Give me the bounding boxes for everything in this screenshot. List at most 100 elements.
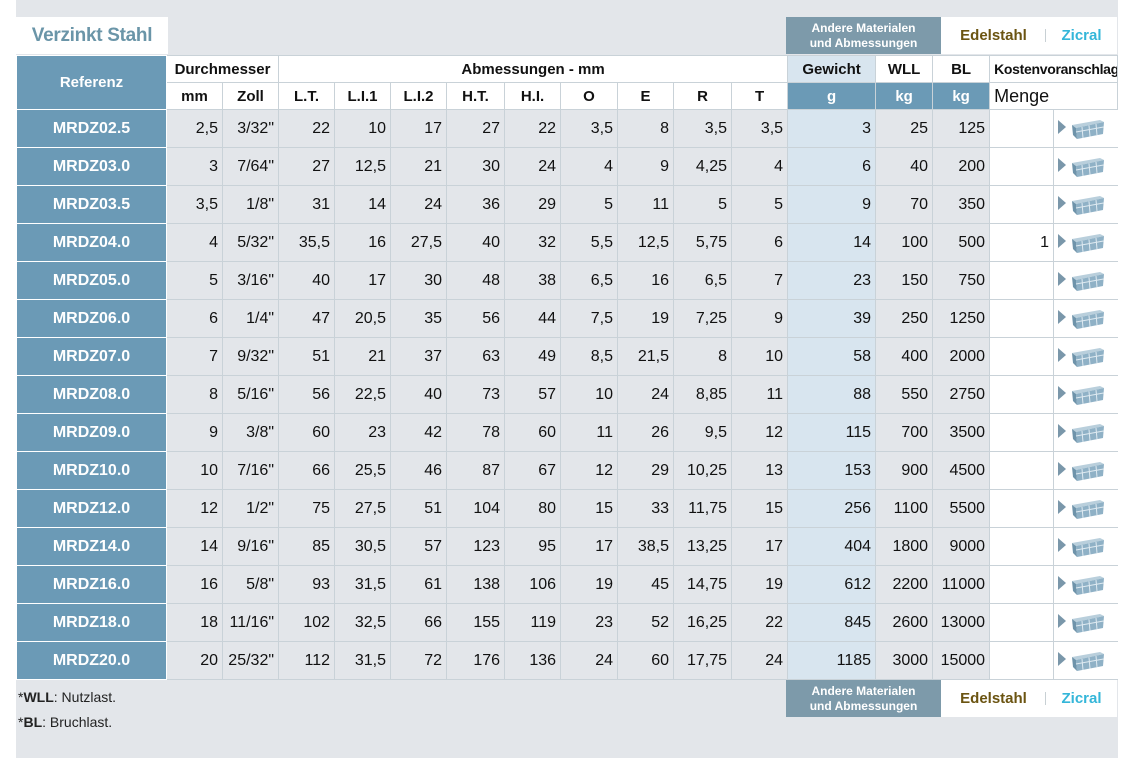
cell-mm: 6 xyxy=(166,299,223,338)
add-to-cart-button[interactable] xyxy=(1053,527,1118,566)
cell-bl: 350 xyxy=(932,185,991,224)
add-to-cart-button[interactable] xyxy=(1053,565,1118,604)
add-to-cart-icon xyxy=(1072,537,1105,557)
edelstahl-link-bottom[interactable]: Edelstahl xyxy=(941,680,1046,717)
cell-o: 7,5 xyxy=(560,299,619,338)
cell-li1: 10 xyxy=(334,109,392,148)
add-to-cart-button[interactable] xyxy=(1053,413,1118,452)
cell-referenz[interactable]: MRDZ07.0 xyxy=(16,337,167,376)
add-to-cart-button[interactable] xyxy=(1053,299,1118,338)
cell-referenz[interactable]: MRDZ03.5 xyxy=(16,185,167,224)
material-bar-top: Andere Materialen und Abmessungen Edelst… xyxy=(786,17,1117,54)
cell-li2: 66 xyxy=(390,603,448,642)
cell-ht: 87 xyxy=(446,451,506,490)
cell-lt: 31 xyxy=(278,185,336,224)
add-to-cart-button[interactable] xyxy=(1053,337,1118,376)
cell-r: 16,25 xyxy=(673,603,733,642)
cell-li2: 21 xyxy=(390,147,448,186)
cell-li2: 27,5 xyxy=(390,223,448,262)
cell-e: 16 xyxy=(617,261,675,300)
cell-zoll: 11/16" xyxy=(221,603,280,642)
cell-li1: 23 xyxy=(334,413,392,452)
quantity-input[interactable] xyxy=(989,375,1055,414)
header-gewicht: Gewicht xyxy=(787,55,877,83)
quantity-input[interactable] xyxy=(989,603,1055,642)
cell-referenz[interactable]: MRDZ12.0 xyxy=(16,489,167,528)
quantity-input[interactable] xyxy=(989,413,1055,452)
cell-hi: 29 xyxy=(504,185,562,224)
cell-ht: 176 xyxy=(446,641,506,680)
cell-referenz[interactable]: MRDZ06.0 xyxy=(16,299,167,338)
cell-e: 38,5 xyxy=(617,527,675,566)
cell-referenz[interactable]: MRDZ10.0 xyxy=(16,451,167,490)
zicral-link-bottom[interactable]: Zicral xyxy=(1061,690,1102,707)
cell-o: 19 xyxy=(560,565,619,604)
cell-zoll: 3/16" xyxy=(221,261,280,300)
cell-o: 24 xyxy=(560,641,619,680)
cell-zoll: 7/16" xyxy=(221,451,280,490)
quantity-input[interactable] xyxy=(989,641,1055,680)
add-to-cart-button[interactable] xyxy=(1053,489,1118,528)
note-wll: *WLL: Nutzlast. xyxy=(18,689,116,705)
quantity-input[interactable] xyxy=(989,337,1055,376)
cell-referenz[interactable]: MRDZ20.0 xyxy=(16,641,167,680)
add-to-cart-button[interactable] xyxy=(1053,375,1118,414)
cell-referenz[interactable]: MRDZ03.0 xyxy=(16,147,167,186)
quantity-input[interactable] xyxy=(989,185,1055,224)
add-to-cart-button[interactable] xyxy=(1053,451,1118,490)
cell-bl: 750 xyxy=(932,261,991,300)
cell-referenz[interactable]: MRDZ02.5 xyxy=(16,109,167,148)
cell-referenz[interactable]: MRDZ18.0 xyxy=(16,603,167,642)
cell-e: 21,5 xyxy=(617,337,675,376)
cell-hi: 67 xyxy=(504,451,562,490)
cell-mm: 5 xyxy=(166,261,223,300)
other-materials-button-bottom[interactable]: Andere Materialen und Abmessungen xyxy=(786,680,941,717)
cell-ht: 104 xyxy=(446,489,506,528)
cell-referenz[interactable]: MRDZ09.0 xyxy=(16,413,167,452)
cell-li2: 24 xyxy=(390,185,448,224)
cell-gewicht: 23 xyxy=(787,261,877,300)
subheader-li1: L.I.1 xyxy=(334,82,392,110)
cell-referenz[interactable]: MRDZ08.0 xyxy=(16,375,167,414)
cell-lt: 35,5 xyxy=(278,223,336,262)
quantity-input[interactable]: 1 xyxy=(989,223,1055,262)
cell-o: 12 xyxy=(560,451,619,490)
add-to-cart-button[interactable] xyxy=(1053,147,1118,186)
quantity-input[interactable] xyxy=(989,527,1055,566)
quantity-input[interactable] xyxy=(989,147,1055,186)
cell-referenz[interactable]: MRDZ14.0 xyxy=(16,527,167,566)
quantity-input[interactable] xyxy=(989,299,1055,338)
cell-wll: 25 xyxy=(875,109,934,148)
quantity-input[interactable] xyxy=(989,489,1055,528)
add-to-cart-button[interactable] xyxy=(1053,603,1118,642)
table-row: MRDZ02.5 2,5 3/32" 22 10 17 27 22 3,5 8 3,5 3,5 3 25 1… xyxy=(16,109,1118,148)
cell-r: 10,25 xyxy=(673,451,733,490)
note-wll-text: : Nutzlast. xyxy=(53,689,117,705)
play-arrow-icon xyxy=(1058,499,1067,514)
add-to-cart-button[interactable] xyxy=(1053,261,1118,300)
add-to-cart-button[interactable] xyxy=(1053,641,1118,680)
add-to-cart-button[interactable] xyxy=(1053,109,1118,148)
cell-t: 7 xyxy=(731,261,789,300)
cell-t: 6 xyxy=(731,223,789,262)
quantity-input[interactable] xyxy=(989,261,1055,300)
quantity-input[interactable] xyxy=(989,451,1055,490)
cell-bl: 2000 xyxy=(932,337,991,376)
cell-bl: 3500 xyxy=(932,413,991,452)
quantity-input[interactable] xyxy=(989,109,1055,148)
cell-wll: 40 xyxy=(875,147,934,186)
cell-referenz[interactable]: MRDZ05.0 xyxy=(16,261,167,300)
cell-mm: 12 xyxy=(166,489,223,528)
cell-hi: 44 xyxy=(504,299,562,338)
add-to-cart-button[interactable] xyxy=(1053,185,1118,224)
cell-referenz[interactable]: MRDZ04.0 xyxy=(16,223,167,262)
cell-gewicht: 39 xyxy=(787,299,877,338)
edelstahl-link[interactable]: Edelstahl xyxy=(941,17,1046,54)
cell-lt: 60 xyxy=(278,413,336,452)
cell-gewicht: 9 xyxy=(787,185,877,224)
zicral-link[interactable]: Zicral xyxy=(1061,27,1102,44)
add-to-cart-button[interactable] xyxy=(1053,223,1118,262)
other-materials-button[interactable]: Andere Materialen und Abmessungen xyxy=(786,17,941,54)
quantity-input[interactable] xyxy=(989,565,1055,604)
cell-referenz[interactable]: MRDZ16.0 xyxy=(16,565,167,604)
